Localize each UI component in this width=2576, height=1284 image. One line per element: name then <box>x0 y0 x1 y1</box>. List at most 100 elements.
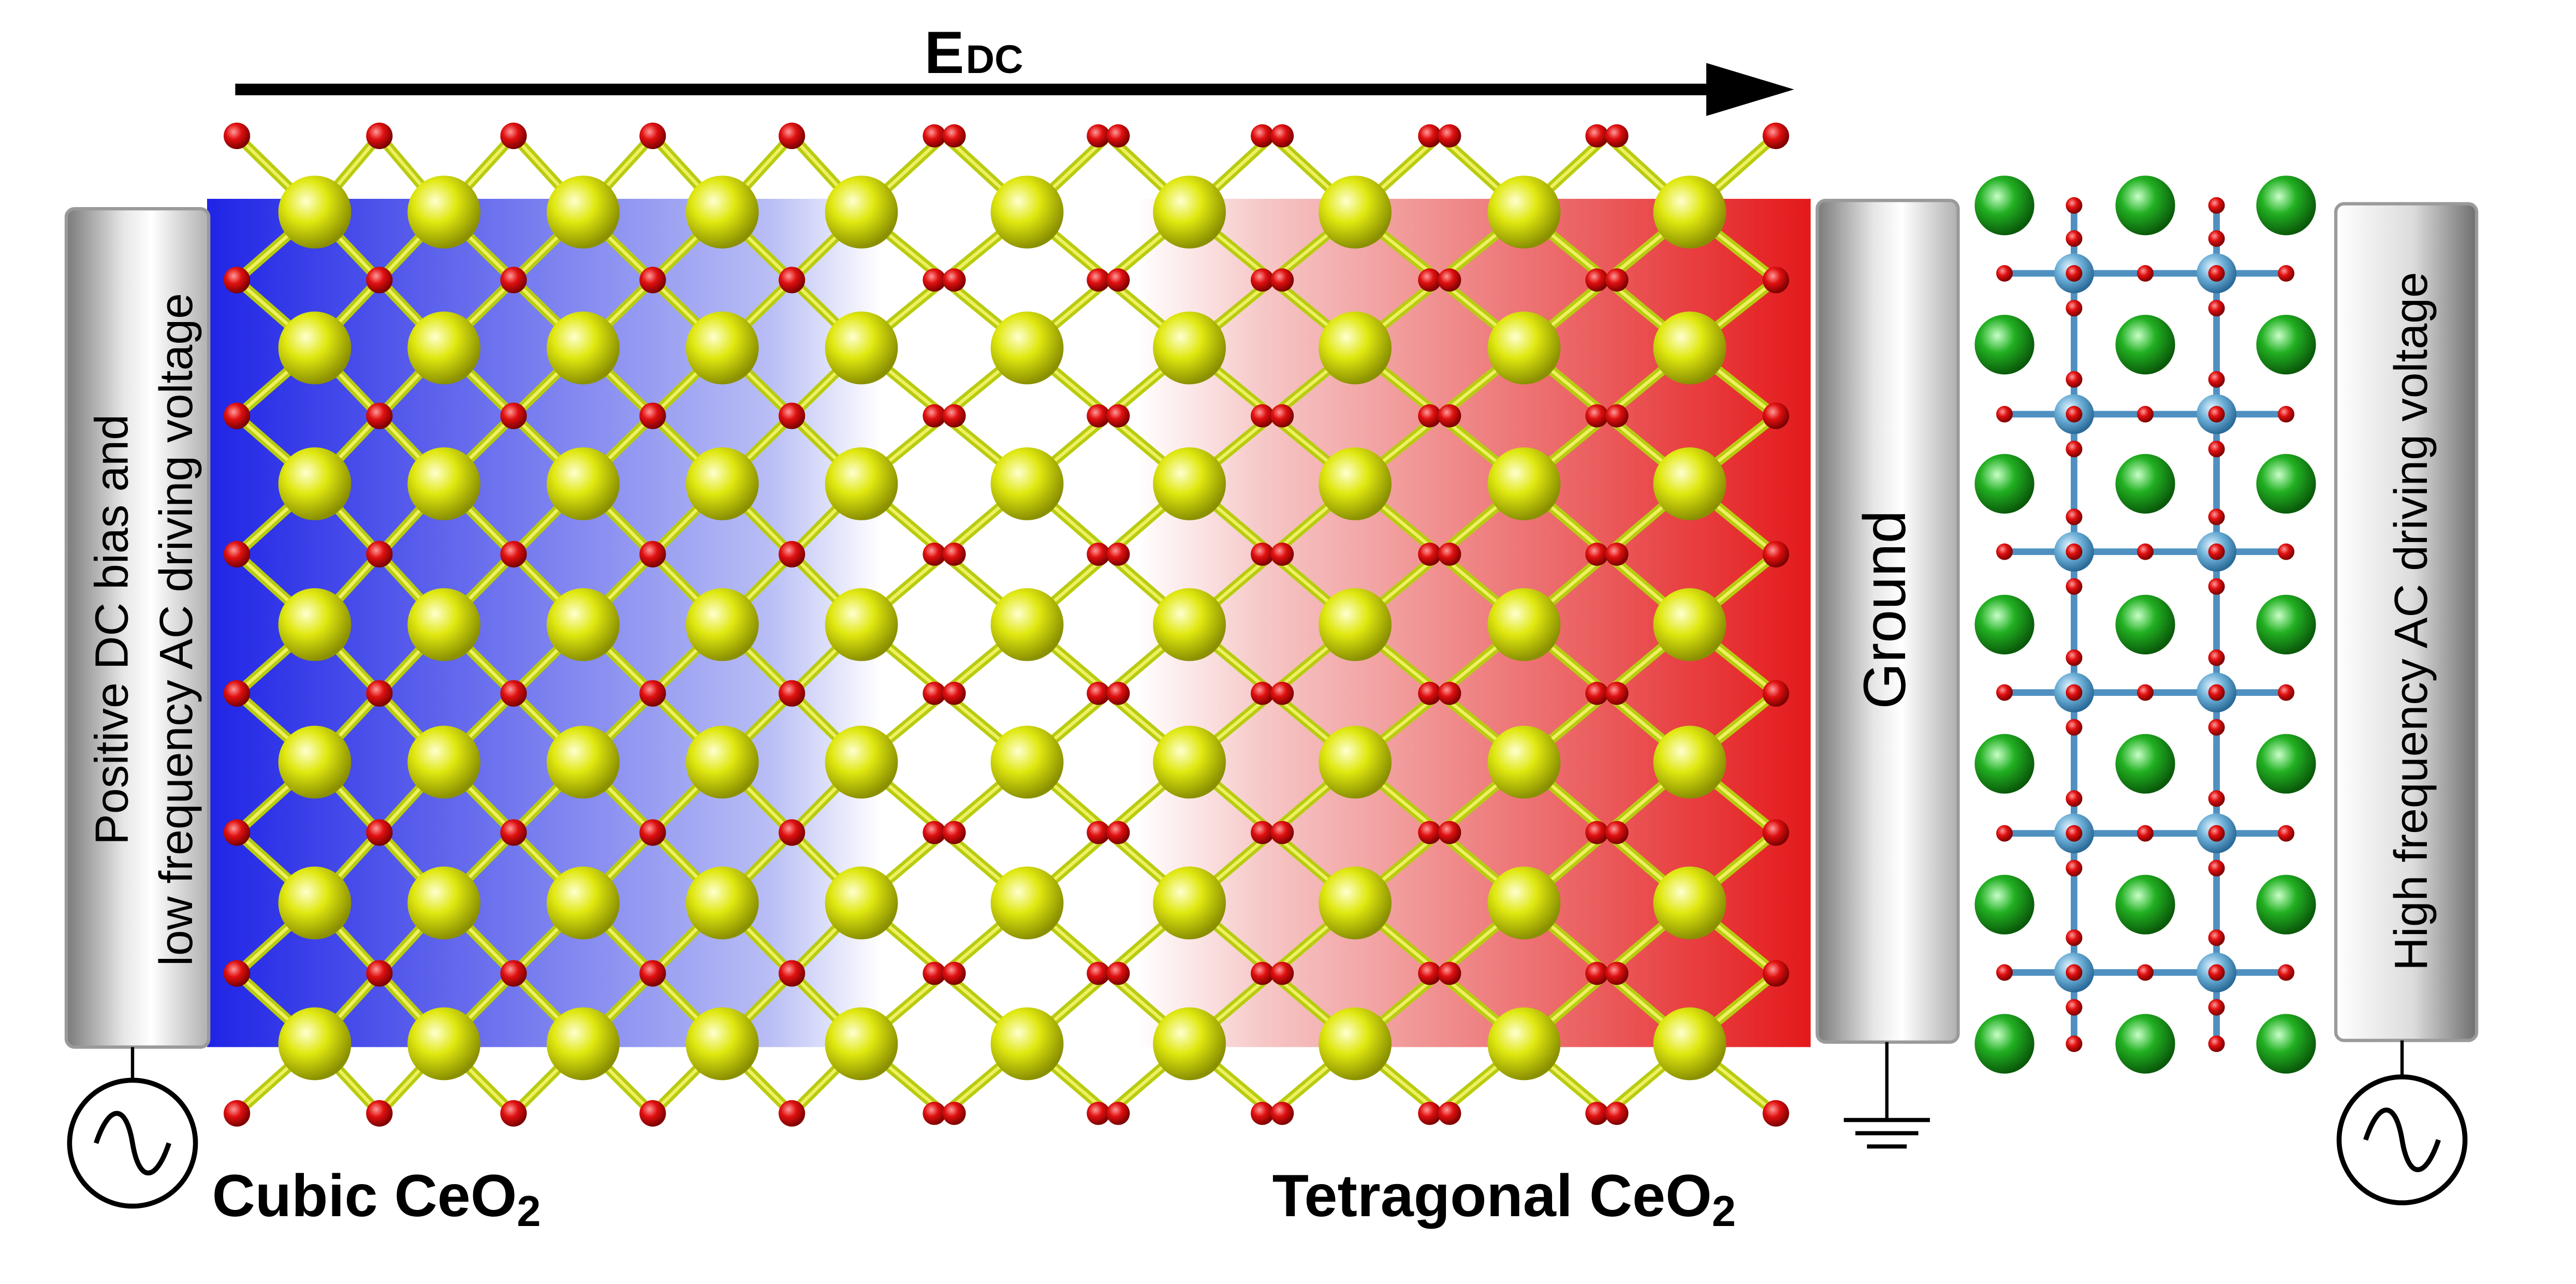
a-site-atom <box>1974 734 2035 794</box>
cerium-atom <box>1153 1007 1226 1081</box>
oxygen-atom <box>366 960 393 987</box>
oxygen-atom <box>1106 821 1130 844</box>
cerium-atom <box>825 176 898 249</box>
oxygen-atom <box>224 122 251 149</box>
tetragonal-phase-label: Tetragonal CeO2 <box>1272 1163 1736 1235</box>
cerium-atom <box>1319 176 1392 249</box>
oxygen-atom <box>1251 961 1274 985</box>
oxygen-atom <box>224 1100 251 1127</box>
oxygen-atom <box>2208 197 2225 214</box>
ground-label: Ground <box>1852 510 1918 709</box>
oxygen-atom <box>1585 961 1609 985</box>
right-electrode: High frequency AC driving voltage <box>2334 202 2479 1205</box>
cerium-atom <box>825 588 898 661</box>
oxygen-atom <box>1087 961 1110 985</box>
oxygen-atom <box>2066 964 2083 981</box>
ground-electrode: Ground <box>1816 198 1960 1149</box>
oxygen-atom <box>1438 961 1461 985</box>
oxygen-atom <box>2066 649 2083 666</box>
oxygen-atom <box>2208 790 2225 807</box>
a-site-atom <box>2115 594 2175 654</box>
oxygen-atom <box>2208 649 2225 666</box>
oxygen-atom <box>639 541 666 567</box>
oxygen-atom <box>1762 541 1789 567</box>
oxygen-atom <box>1270 268 1294 292</box>
oxygen-atom <box>2208 441 2225 458</box>
cerium-atom <box>825 725 898 799</box>
oxygen-atom <box>1418 543 1441 566</box>
oxygen-atom <box>1762 267 1789 294</box>
oxygen-atom <box>1762 122 1789 149</box>
cerium-atom <box>1153 176 1226 249</box>
oxygen-atom <box>2208 964 2225 981</box>
cerium-atom <box>990 176 1064 249</box>
oxygen-atom <box>942 124 966 148</box>
oxygen-atom <box>2137 406 2154 422</box>
oxygen-atom <box>2208 543 2225 560</box>
oxygen-atom <box>2066 1035 2083 1052</box>
cerium-atom <box>1653 447 1726 520</box>
cerium-atom <box>1153 588 1226 661</box>
oxygen-atom <box>2066 371 2083 388</box>
oxygen-atom <box>1996 825 2013 842</box>
cerium-atom <box>685 176 759 249</box>
cerium-atoms <box>278 176 1726 1081</box>
cerium-atom <box>990 725 1064 799</box>
oxygen-atom <box>2208 508 2225 526</box>
oxygen-atom <box>779 819 806 846</box>
oxygen-atom <box>2066 825 2083 842</box>
cerium-atom <box>990 447 1064 520</box>
cerium-atom <box>825 311 898 385</box>
oxygen-atom <box>224 402 251 429</box>
cerium-atom <box>825 866 898 940</box>
cerium-atom <box>407 176 480 249</box>
oxygen-atom <box>1087 404 1110 428</box>
cerium-atom <box>990 588 1064 661</box>
oxygen-atom <box>942 404 966 428</box>
oxygen-atom <box>500 819 527 846</box>
oxygen-atom <box>2066 999 2083 1016</box>
oxygen-atom <box>1996 406 2013 422</box>
oxygen-atom <box>639 1100 666 1127</box>
oxygen-atom <box>2208 230 2225 247</box>
cerium-atom <box>1487 447 1561 520</box>
oxygen-atoms <box>224 122 1789 1127</box>
a-site-atom <box>2256 315 2316 375</box>
oxygen-atom <box>1438 404 1461 428</box>
oxygen-atom <box>1106 404 1130 428</box>
oxygen-atom <box>1762 819 1789 846</box>
oxygen-atom <box>2208 1035 2225 1052</box>
cerium-atom <box>1319 311 1392 385</box>
oxygen-atom <box>1418 821 1441 844</box>
oxygen-atom <box>2137 543 2154 560</box>
oxygen-atom <box>1106 543 1130 566</box>
cerium-atom <box>1487 1007 1561 1081</box>
oxygen-atom <box>366 819 393 846</box>
oxygen-atom <box>2066 300 2083 317</box>
oxygen-atom <box>1585 404 1609 428</box>
oxygen-atom <box>1585 681 1609 705</box>
oxygen-atom <box>1418 961 1441 985</box>
oxygen-atom <box>1605 1102 1629 1125</box>
oxygen-atom <box>224 960 251 987</box>
oxygen-atom <box>224 680 251 707</box>
oxygen-atom <box>1251 821 1274 844</box>
oxygen-atom <box>1251 404 1274 428</box>
oxygen-atom <box>2066 197 2083 214</box>
oxygen-atom <box>2208 719 2225 736</box>
oxygen-atom <box>2137 684 2154 701</box>
a-site-atom <box>2256 594 2316 654</box>
oxygen-atom <box>1605 681 1629 705</box>
oxygen-atom <box>923 268 946 292</box>
oxygen-atom <box>1418 404 1441 428</box>
a-site-atom <box>1974 594 2035 654</box>
cerium-atom <box>990 1007 1064 1081</box>
oxygen-atom <box>1251 543 1274 566</box>
cerium-atom <box>1319 866 1392 940</box>
oxygen-atom <box>1418 124 1441 148</box>
cerium-atom <box>1153 725 1226 799</box>
cerium-atom <box>1319 725 1392 799</box>
cerium-atom <box>278 176 352 249</box>
oxygen-atom <box>2066 508 2083 526</box>
oxygen-atom <box>1762 402 1789 429</box>
